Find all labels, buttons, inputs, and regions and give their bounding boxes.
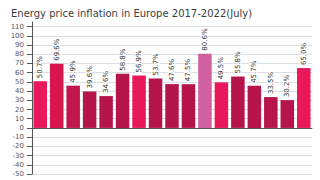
svg-text:110: 110 [11,23,24,31]
svg-text:33.5%: 33.5% [267,71,275,94]
svg-text:50: 50 [15,78,24,86]
svg-text:100: 100 [11,32,24,40]
svg-text:60: 60 [15,69,24,77]
svg-text:30: 30 [15,96,24,104]
svg-text:34.6%: 34.6% [102,70,110,93]
svg-text:53.7%: 53.7% [152,53,160,76]
svg-text:20: 20 [15,106,24,114]
svg-text:-20: -20 [13,142,24,150]
svg-text:70: 70 [15,59,24,67]
svg-text:-10: -10 [13,133,24,141]
svg-text:-50: -50 [13,170,24,178]
svg-text:10: 10 [15,115,24,123]
svg-text:Energy price inflation in Euro: Energy price inflation in Europe 2017-20… [11,8,252,19]
svg-text:-30: -30 [13,152,24,160]
svg-text:49.5%: 49.5% [217,57,225,80]
svg-text:80.6%: 80.6% [201,28,209,51]
svg-text:55.8%: 55.8% [234,51,242,74]
svg-text:0: 0 [20,124,24,132]
svg-text:47.5%: 47.5% [184,59,192,82]
svg-text:69.6%: 69.6% [53,38,61,61]
svg-text:45.7%: 45.7% [250,60,258,83]
svg-text:50.7%: 50.7% [36,56,44,79]
svg-text:39.6%: 39.6% [86,66,94,89]
svg-text:90: 90 [15,41,24,49]
svg-text:47.6%: 47.6% [168,59,176,82]
svg-text:45.9%: 45.9% [69,60,77,83]
svg-text:40: 40 [15,87,24,95]
svg-text:30.2%: 30.2% [283,75,291,98]
svg-text:56.9%: 56.9% [135,50,143,73]
svg-text:-40: -40 [13,161,24,169]
svg-text:65.0%: 65.0% [300,42,308,65]
svg-text:80: 80 [15,50,24,58]
svg-text:58.8%: 58.8% [119,48,127,71]
